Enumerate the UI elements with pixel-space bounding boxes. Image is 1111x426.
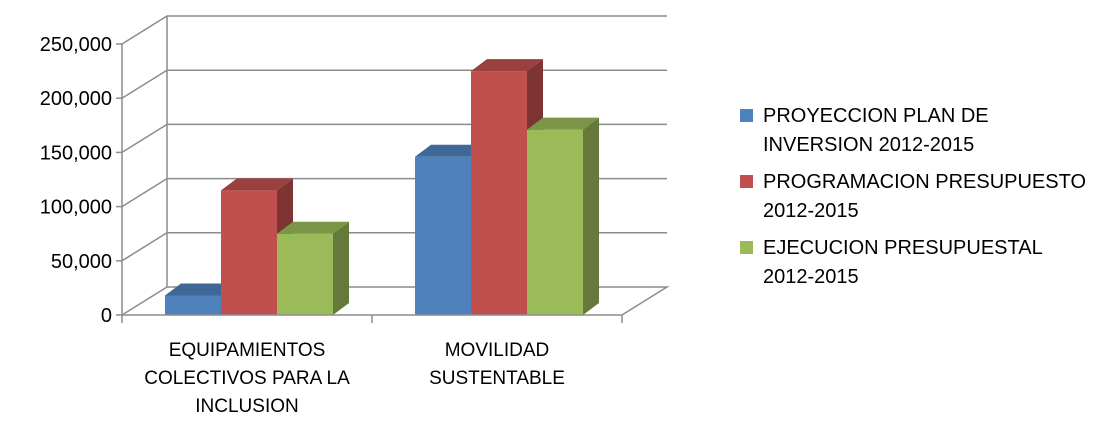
- legend: PROYECCION PLAN DE INVERSION 2012-2015 PR…: [740, 102, 1110, 300]
- y-tick-label: 150,000: [40, 142, 112, 164]
- bar-front: [471, 71, 527, 315]
- bar-0-2: [277, 221, 349, 315]
- bar-front: [165, 295, 221, 315]
- legend-label: PROGRAMACION PRESUPUESTO 2012-2015: [763, 171, 1087, 222]
- bar-front: [415, 156, 471, 315]
- bar-top: [527, 117, 599, 130]
- bar-top: [471, 59, 543, 72]
- x-axis: EQUIPAMIENTOS COLECTIVOS PARA LA INCLUSION…: [121, 314, 623, 417]
- bar-front: [221, 190, 277, 315]
- bar-front: [277, 233, 333, 315]
- bars: [165, 59, 599, 315]
- bar-side: [583, 117, 599, 315]
- bar-front: [527, 129, 583, 315]
- legend-item: PROGRAMACION PRESUPUESTO 2012-2015: [740, 168, 1110, 226]
- legend-swatch: [740, 175, 753, 188]
- legend-swatch: [740, 241, 753, 254]
- y-tick-label: 250,000: [40, 34, 112, 56]
- y-tick-label: 0: [101, 305, 112, 327]
- legend-label: EJECUCION PRESUPUESTAL 2012-2015: [763, 237, 1043, 288]
- bar-1-2: [527, 117, 599, 315]
- bar-side: [333, 221, 349, 315]
- gridlines: [121, 15, 667, 262]
- y-tick-label: 50,000: [51, 251, 112, 273]
- bar-top: [165, 283, 237, 296]
- legend-item: PROYECCION PLAN DE INVERSION 2012-2015: [740, 102, 1110, 160]
- gridline: [121, 69, 667, 99]
- y-axis: 0 50,000 100,000 150,000 200,000 250,000: [40, 34, 123, 327]
- y-tick-label: 200,000: [40, 88, 112, 110]
- bar-top: [221, 178, 293, 191]
- legend-label: PROYECCION PLAN DE INVERSION 2012-2015: [763, 105, 989, 156]
- gridline: [121, 15, 667, 45]
- x-category-label: MOVILIDAD SUSTENTABLE: [429, 340, 565, 389]
- legend-item: EJECUCION PRESUPUESTAL 2012-2015: [740, 234, 1110, 292]
- bar-top: [277, 221, 349, 234]
- legend-swatch: [740, 109, 753, 122]
- bar-top: [415, 144, 487, 157]
- y-tick-label: 100,000: [40, 197, 112, 219]
- x-category-label: EQUIPAMIENTOS COLECTIVOS PARA LA INCLUSION: [144, 340, 350, 417]
